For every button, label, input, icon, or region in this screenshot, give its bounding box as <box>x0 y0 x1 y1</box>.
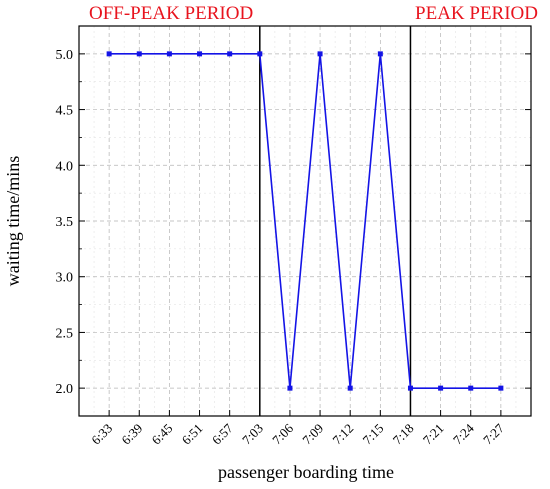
data-point <box>287 385 293 391</box>
x-tick-label: 7:27 <box>480 420 507 447</box>
y-tick-label: 4.5 <box>56 104 74 119</box>
series-line <box>106 51 504 391</box>
y-tick-label: 4.0 <box>56 159 74 174</box>
y-tick-label: 5.0 <box>56 48 74 63</box>
peak-annotation: PEAK PERIOD <box>415 3 538 24</box>
x-tick-label: 6:57 <box>209 420 236 447</box>
y-tick-label: 3.5 <box>56 215 74 230</box>
x-tick-label: 6:33 <box>88 421 115 448</box>
y-axis-label: waiting time/mins <box>3 156 23 287</box>
data-point <box>377 51 383 57</box>
x-tick-label: 7:21 <box>420 421 447 448</box>
series-polyline <box>109 53 501 389</box>
off-peak-annotation: OFF-PEAK PERIOD <box>89 3 253 24</box>
x-tick-label: 7:03 <box>239 421 266 448</box>
x-tick-label: 7:12 <box>329 421 356 448</box>
data-point <box>136 51 142 57</box>
data-point <box>106 51 112 57</box>
data-point <box>347 385 353 391</box>
grid <box>79 26 531 416</box>
data-point <box>166 51 172 57</box>
x-tick-label: 7:24 <box>450 420 477 447</box>
data-point <box>468 385 474 391</box>
data-point <box>197 51 203 57</box>
x-axis-label: passenger boarding time <box>218 462 394 482</box>
y-tick-label: 3.0 <box>56 271 74 286</box>
data-point <box>317 51 323 57</box>
x-tick-label: 7:06 <box>269 420 296 447</box>
x-tick-label: 6:39 <box>118 421 145 448</box>
y-tick-label: 2.5 <box>56 326 74 341</box>
data-point <box>227 51 233 57</box>
data-point <box>438 385 444 391</box>
x-tick-label: 7:18 <box>390 421 417 448</box>
y-tick-label: 2.0 <box>56 382 74 397</box>
x-tick-label: 7:09 <box>299 421 326 448</box>
period-dividers <box>259 26 412 416</box>
data-point <box>407 385 413 391</box>
axis-ticks <box>79 53 531 416</box>
data-point <box>498 385 504 391</box>
x-tick-label: 6:45 <box>149 421 176 448</box>
data-point <box>257 51 263 57</box>
x-tick-label: 7:15 <box>359 421 386 448</box>
x-tick-label: 6:51 <box>179 421 206 448</box>
